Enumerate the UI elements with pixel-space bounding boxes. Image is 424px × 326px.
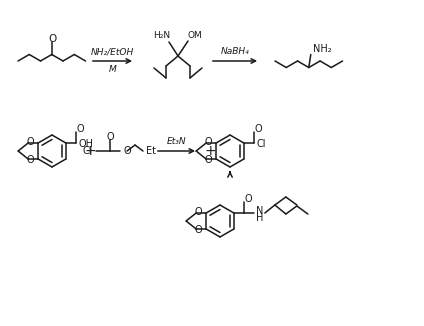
Text: O: O — [204, 137, 212, 147]
Text: +: + — [84, 144, 96, 158]
Text: Et: Et — [146, 146, 156, 156]
Text: O: O — [49, 34, 57, 43]
Text: O: O — [26, 137, 34, 147]
Text: +: + — [204, 144, 216, 158]
Text: OH: OH — [79, 139, 94, 149]
Text: O: O — [194, 207, 202, 217]
Text: NH₂: NH₂ — [313, 45, 332, 54]
Text: O: O — [77, 124, 84, 134]
Text: Cl: Cl — [83, 146, 92, 156]
Text: O: O — [245, 194, 252, 204]
Text: M: M — [109, 65, 116, 73]
Text: OM: OM — [188, 32, 202, 40]
Text: O: O — [255, 124, 262, 134]
Text: O: O — [123, 146, 131, 156]
Text: H: H — [256, 213, 263, 223]
Text: NH₂/EtOH: NH₂/EtOH — [91, 48, 134, 56]
Text: N: N — [256, 206, 263, 216]
Text: O: O — [194, 225, 202, 235]
Text: O: O — [204, 155, 212, 165]
Text: NaBH₄: NaBH₄ — [220, 48, 249, 56]
Text: Et₃N: Et₃N — [167, 138, 186, 146]
Text: H₂N: H₂N — [153, 32, 170, 40]
Text: O: O — [26, 155, 34, 165]
Text: Cl: Cl — [257, 139, 266, 149]
Text: O: O — [106, 132, 114, 142]
